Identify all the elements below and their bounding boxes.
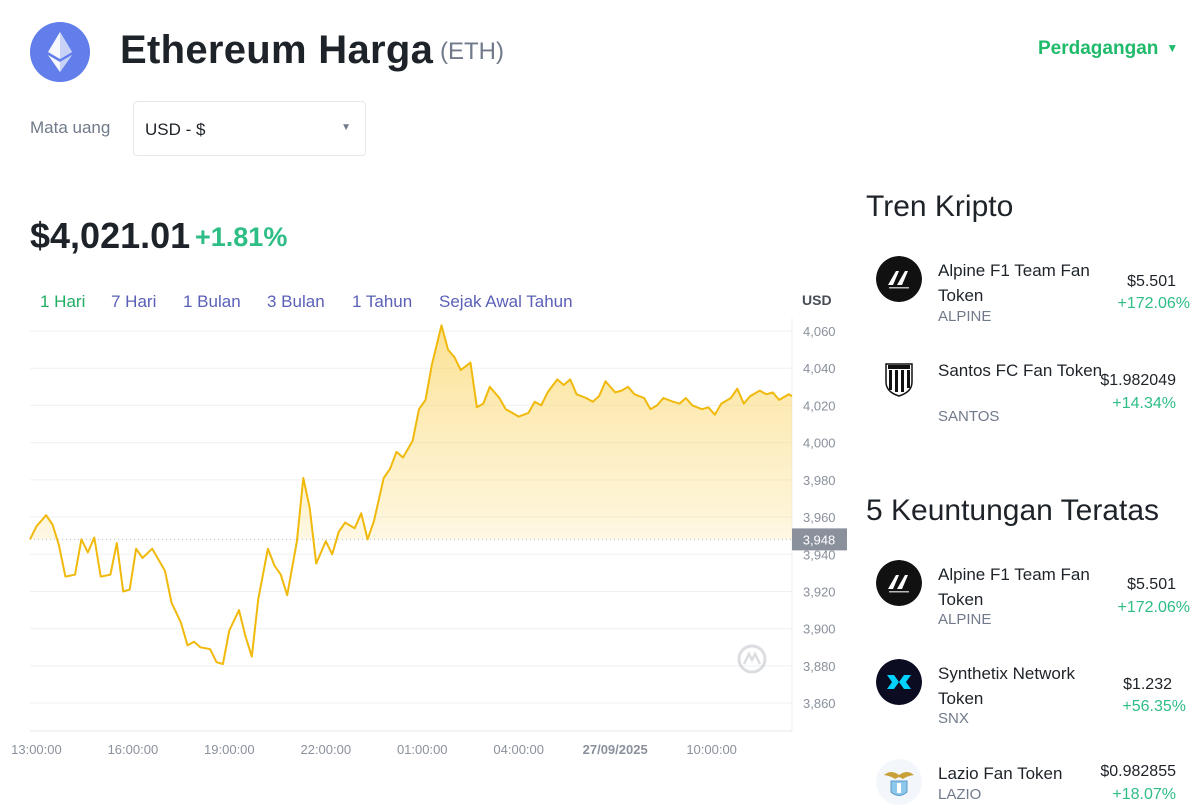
- token-change: +172.06%: [1117, 295, 1190, 312]
- y-tick-label: 3,900: [803, 622, 836, 637]
- range-tab-1-hari[interactable]: 1 Hari: [40, 292, 86, 311]
- y-tick-label: 3,880: [803, 659, 836, 674]
- x-tick-label: 19:00:00: [204, 742, 255, 757]
- token-symbol: ALPINE: [938, 611, 992, 628]
- range-tab-ytd[interactable]: Sejak Awal Tahun: [439, 292, 573, 311]
- trending-row-alpine[interactable]: Alpine F1 Team Fan Token ALPINE $5.501 +…: [876, 256, 1194, 336]
- currency-value: USD - $: [145, 120, 206, 139]
- trending-title: Tren Kripto: [866, 190, 1014, 223]
- range-tab-3-bulan[interactable]: 3 Bulan: [267, 292, 325, 311]
- token-symbol: ALPINE: [938, 308, 992, 325]
- token-symbol: SNX: [938, 710, 969, 727]
- currency-label: Mata uang: [30, 118, 111, 137]
- token-name: Lazio Fan Token: [938, 764, 1063, 783]
- token-symbol: SANTOS: [938, 408, 1000, 425]
- token-price: $1.982049: [1100, 372, 1176, 389]
- token-name: Alpine F1 Team Fan Token: [938, 565, 1090, 609]
- token-name: Santos FC Fan Token: [938, 361, 1103, 380]
- token-change: +172.06%: [1117, 599, 1190, 616]
- current-price: $4,021.01: [30, 215, 191, 256]
- coin-ticker: (ETH): [440, 38, 504, 65]
- currency-select[interactable]: USD - $ ▼: [133, 101, 366, 156]
- lazio-eagle-icon: [876, 759, 922, 805]
- gainers-title: 5 Keuntungan Teratas: [866, 494, 1160, 527]
- watermark-icon: [737, 644, 767, 674]
- y-tick-label: 3,860: [803, 696, 836, 711]
- x-tick-label: 13:00:00: [11, 742, 62, 757]
- y-tick-label: 4,060: [803, 324, 836, 339]
- gainers-row-snx[interactable]: Synthetix Network Token SNX $1.232 +56.3…: [876, 659, 1194, 739]
- price-line: [29, 324, 793, 665]
- x-tick-label: 10:00:00: [686, 742, 737, 757]
- x-tick-label: 22:00:00: [300, 742, 351, 757]
- current-value-label: 3,948: [803, 532, 836, 547]
- range-tab-7-hari[interactable]: 7 Hari: [111, 292, 157, 311]
- chart-unit-label: USD: [802, 292, 832, 308]
- y-tick-label: 4,020: [803, 398, 836, 413]
- token-name: Synthetix Network Token: [938, 664, 1075, 708]
- token-change: +14.34%: [1112, 395, 1176, 412]
- caret-down-icon: ▼: [341, 122, 351, 133]
- price-area: [30, 325, 792, 540]
- x-tick-label: 16:00:00: [108, 742, 159, 757]
- alpine-logo-icon: [876, 560, 922, 606]
- token-price: $5.501: [1127, 273, 1176, 290]
- x-tick-label: 01:00:00: [397, 742, 448, 757]
- trade-dropdown[interactable]: Perdagangan ▼: [1038, 38, 1178, 60]
- gainers-row-lazio[interactable]: Lazio Fan Token LAZIO $0.982855 +18.07%: [876, 759, 1194, 807]
- token-change: +56.35%: [1122, 698, 1186, 715]
- x-tick-label: 04:00:00: [493, 742, 544, 757]
- chevron-down-icon: ▼: [1166, 41, 1179, 55]
- price-change: +1.81%: [195, 222, 288, 252]
- trade-label: Perdagangan: [1038, 38, 1159, 59]
- y-tick-label: 4,040: [803, 361, 836, 376]
- snx-logo-icon: [876, 659, 922, 705]
- y-tick-label: 3,960: [803, 510, 836, 525]
- trending-row-santos[interactable]: Santos FC Fan Token SANTOS $1.982049 +14…: [876, 356, 1194, 436]
- token-name: Alpine F1 Team Fan Token: [938, 261, 1090, 305]
- ethereum-icon: [30, 22, 90, 82]
- current-value-tag: [792, 528, 847, 551]
- gainers-row-alpine[interactable]: Alpine F1 Team Fan Token ALPINE $5.501 +…: [876, 560, 1194, 640]
- range-tab-1-tahun[interactable]: 1 Tahun: [352, 292, 413, 311]
- price-chart[interactable]: 4,060 4,040 4,020 4,000 3,980 3,960 3,940 3,920…: [0, 310, 850, 770]
- range-tab-1-bulan[interactable]: 1 Bulan: [183, 292, 241, 311]
- alpine-logo-icon: [876, 256, 922, 302]
- token-price: $0.982855: [1100, 763, 1176, 780]
- token-price: $1.232: [1123, 676, 1172, 693]
- y-tick-label: 3,920: [803, 584, 836, 599]
- y-tick-label: 3,940: [803, 547, 836, 562]
- y-tick-label: 4,000: [803, 436, 836, 451]
- page-title: Ethereum Harga: [120, 28, 434, 72]
- token-symbol: LAZIO: [938, 786, 982, 803]
- token-change: +18.07%: [1112, 786, 1176, 803]
- x-tick-label: 27/09/2025: [583, 742, 648, 757]
- y-tick-label: 3,980: [803, 473, 836, 488]
- santos-crest-icon: [876, 356, 922, 402]
- token-price: $5.501: [1127, 576, 1176, 593]
